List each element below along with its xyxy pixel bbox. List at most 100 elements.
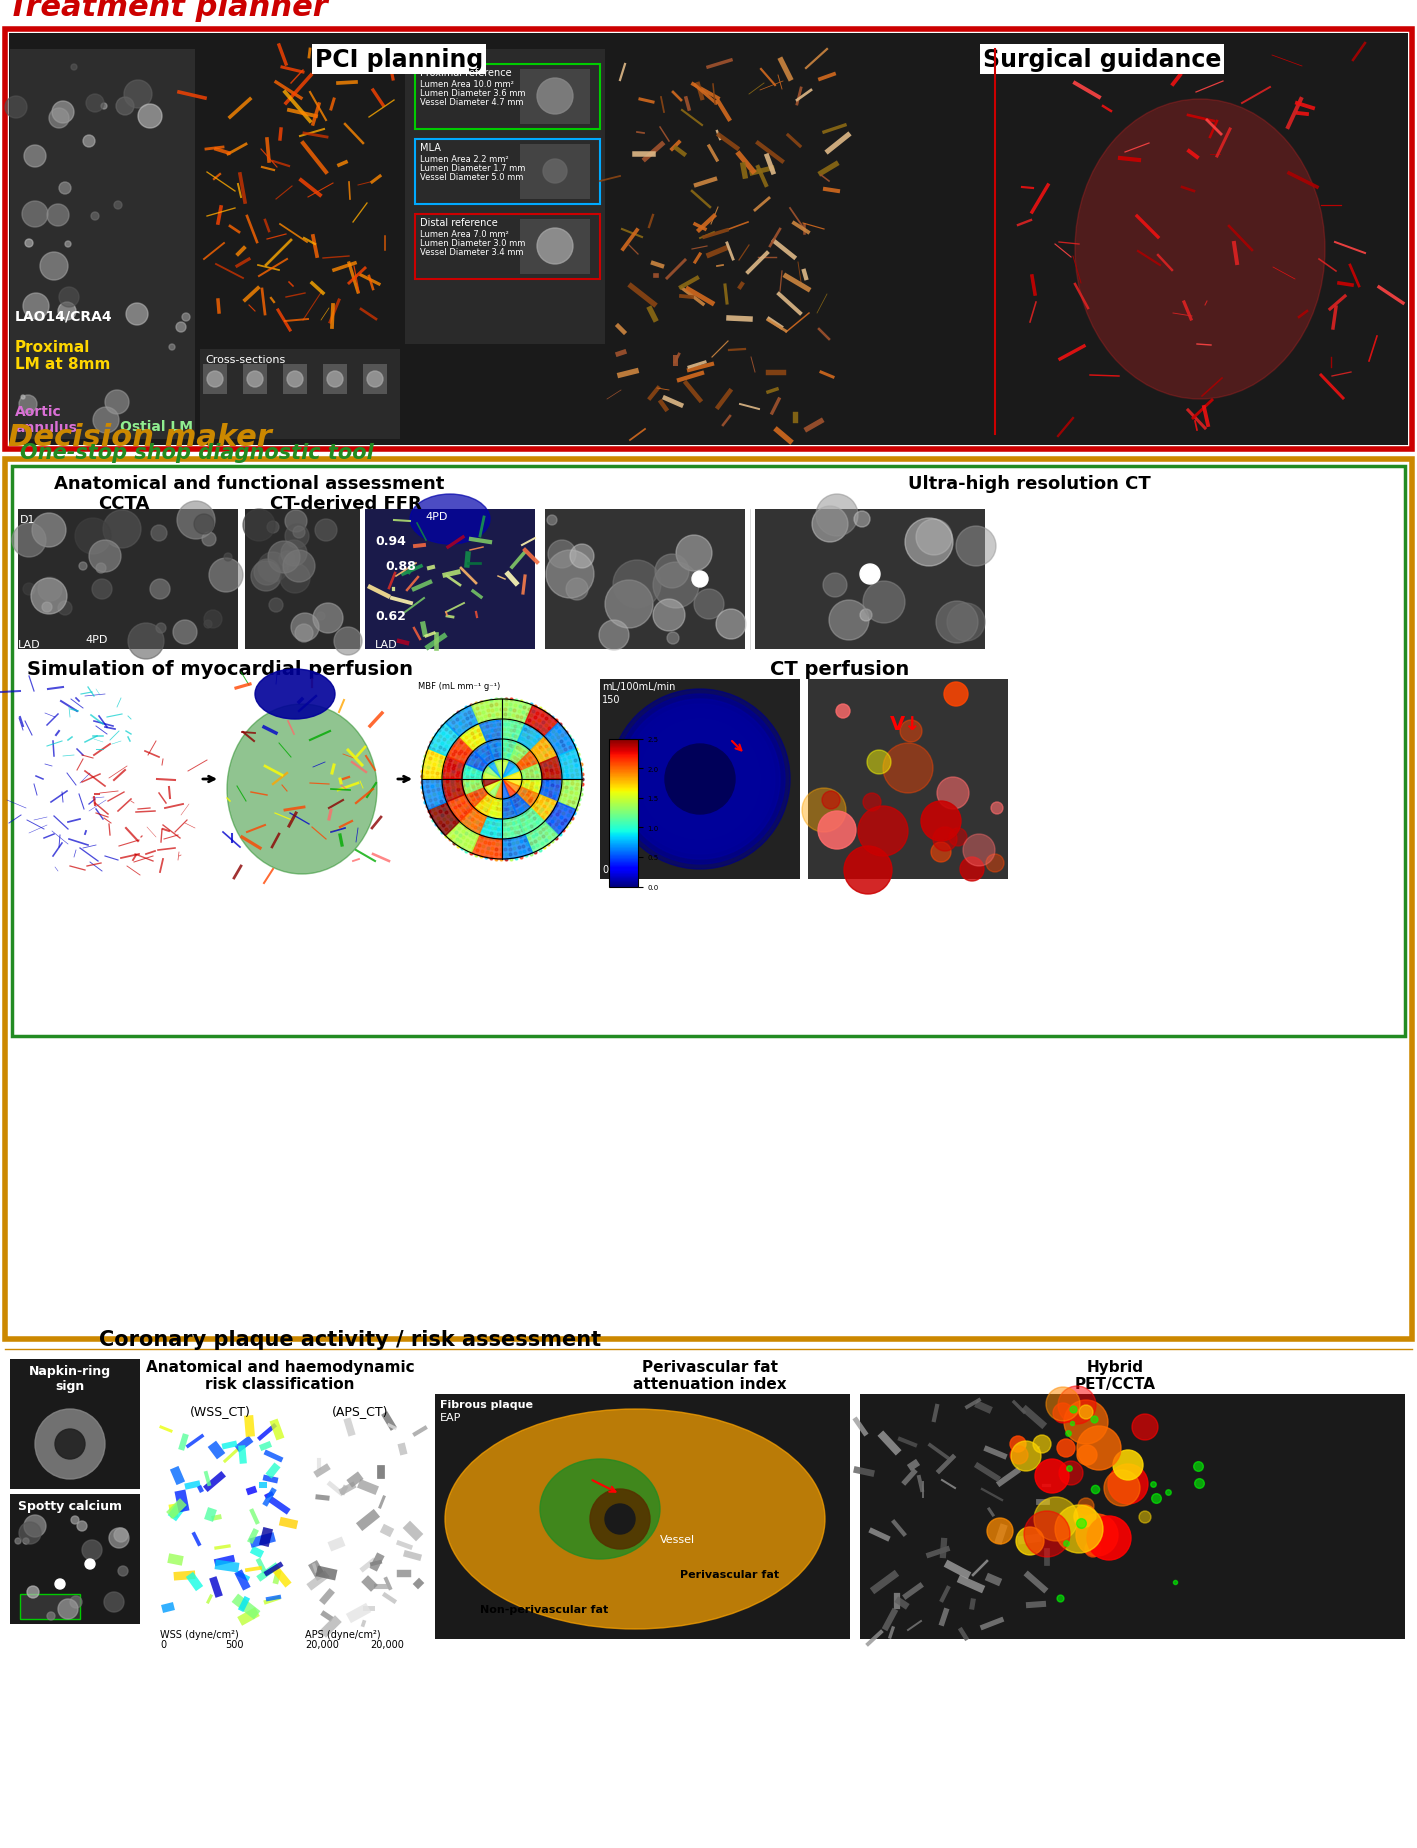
Bar [860,1393,1406,1639]
Circle shape [605,580,653,628]
Circle shape [653,562,699,608]
Circle shape [635,715,765,845]
Bar [245,510,360,650]
Circle shape [823,573,847,597]
Ellipse shape [540,1460,660,1560]
Circle shape [293,527,305,540]
Bar [1000,50,1406,440]
Circle shape [802,789,846,833]
Circle shape [101,103,108,109]
Circle shape [156,623,166,634]
Circle shape [21,395,26,399]
Circle shape [79,562,86,571]
Text: Hybrid
PET/CCTA: Hybrid PET/CCTA [1074,1360,1155,1392]
Circle shape [665,745,735,815]
Circle shape [860,610,871,621]
Bar [9,33,1408,445]
Text: Lumen Area 10.0 mm²: Lumen Area 10.0 mm² [419,79,514,89]
Bar [808,680,1007,880]
Circle shape [665,745,735,815]
Ellipse shape [410,495,490,545]
Bar [305,1404,425,1634]
Circle shape [836,704,850,719]
Wedge shape [510,793,530,817]
Bar [363,364,387,395]
Wedge shape [479,817,502,839]
Circle shape [113,1528,128,1543]
Circle shape [1034,1497,1078,1541]
Text: MLA: MLA [419,142,441,153]
Wedge shape [428,723,459,756]
Circle shape [932,828,956,852]
Circle shape [1010,1436,1026,1453]
Bar [200,349,400,440]
Text: Vessel: Vessel [660,1534,696,1545]
Circle shape [822,791,840,809]
Wedge shape [446,795,473,822]
Circle shape [1057,1440,1076,1458]
Wedge shape [472,835,502,859]
Circle shape [11,523,45,558]
Wedge shape [446,737,473,765]
Text: D1: D1 [20,516,35,525]
Text: APS (dyne/cm²): APS (dyne/cm²) [305,1630,381,1639]
Circle shape [23,1538,28,1545]
Wedge shape [422,748,446,780]
Bar [10,50,196,440]
Wedge shape [486,739,502,761]
Circle shape [94,408,119,434]
Circle shape [71,65,77,70]
Circle shape [964,835,995,867]
Bar [242,364,266,395]
Wedge shape [502,760,510,780]
Circle shape [548,541,575,569]
Wedge shape [495,760,502,780]
Circle shape [1104,1471,1141,1506]
Circle shape [334,628,361,656]
Wedge shape [530,737,557,765]
Circle shape [295,625,313,643]
Circle shape [1139,1512,1151,1523]
Text: Perivascular fat: Perivascular fat [680,1569,779,1580]
Circle shape [1056,1504,1102,1552]
Circle shape [854,512,870,529]
Circle shape [313,604,343,634]
Circle shape [986,854,1005,872]
Text: (WSS_CT): (WSS_CT) [190,1404,251,1417]
Wedge shape [510,743,530,765]
Wedge shape [445,706,479,737]
Wedge shape [495,780,502,800]
Circle shape [956,527,996,567]
Circle shape [667,632,679,645]
Circle shape [905,519,954,567]
Text: Fibrous plaque: Fibrous plaque [441,1399,533,1410]
Circle shape [40,253,68,281]
Text: V↓: V↓ [890,715,921,734]
Wedge shape [502,780,510,800]
Circle shape [676,536,711,571]
Bar [18,510,238,650]
Text: Treatment planner: Treatment planner [9,0,327,22]
Circle shape [1112,1451,1144,1480]
Circle shape [694,774,706,785]
Circle shape [1058,1386,1095,1425]
Ellipse shape [1076,100,1325,399]
Circle shape [92,580,112,599]
Text: Non-perivascular fat: Non-perivascular fat [480,1604,608,1613]
Circle shape [625,704,775,854]
Circle shape [1108,1464,1148,1504]
Circle shape [655,736,745,824]
Wedge shape [483,780,502,793]
Circle shape [103,1593,125,1611]
Circle shape [1077,1445,1097,1465]
Text: Anatomical and functional assessment: Anatomical and functional assessment [54,475,444,493]
Circle shape [6,96,27,118]
Circle shape [152,525,167,541]
Wedge shape [557,748,582,780]
Text: Cross-sections: Cross-sections [205,355,285,364]
Text: Perivascular fat
attenuation index: Perivascular fat attenuation index [633,1360,786,1392]
Circle shape [690,769,710,789]
Circle shape [86,94,103,113]
Text: CCTA: CCTA [98,495,149,512]
Circle shape [50,109,69,129]
